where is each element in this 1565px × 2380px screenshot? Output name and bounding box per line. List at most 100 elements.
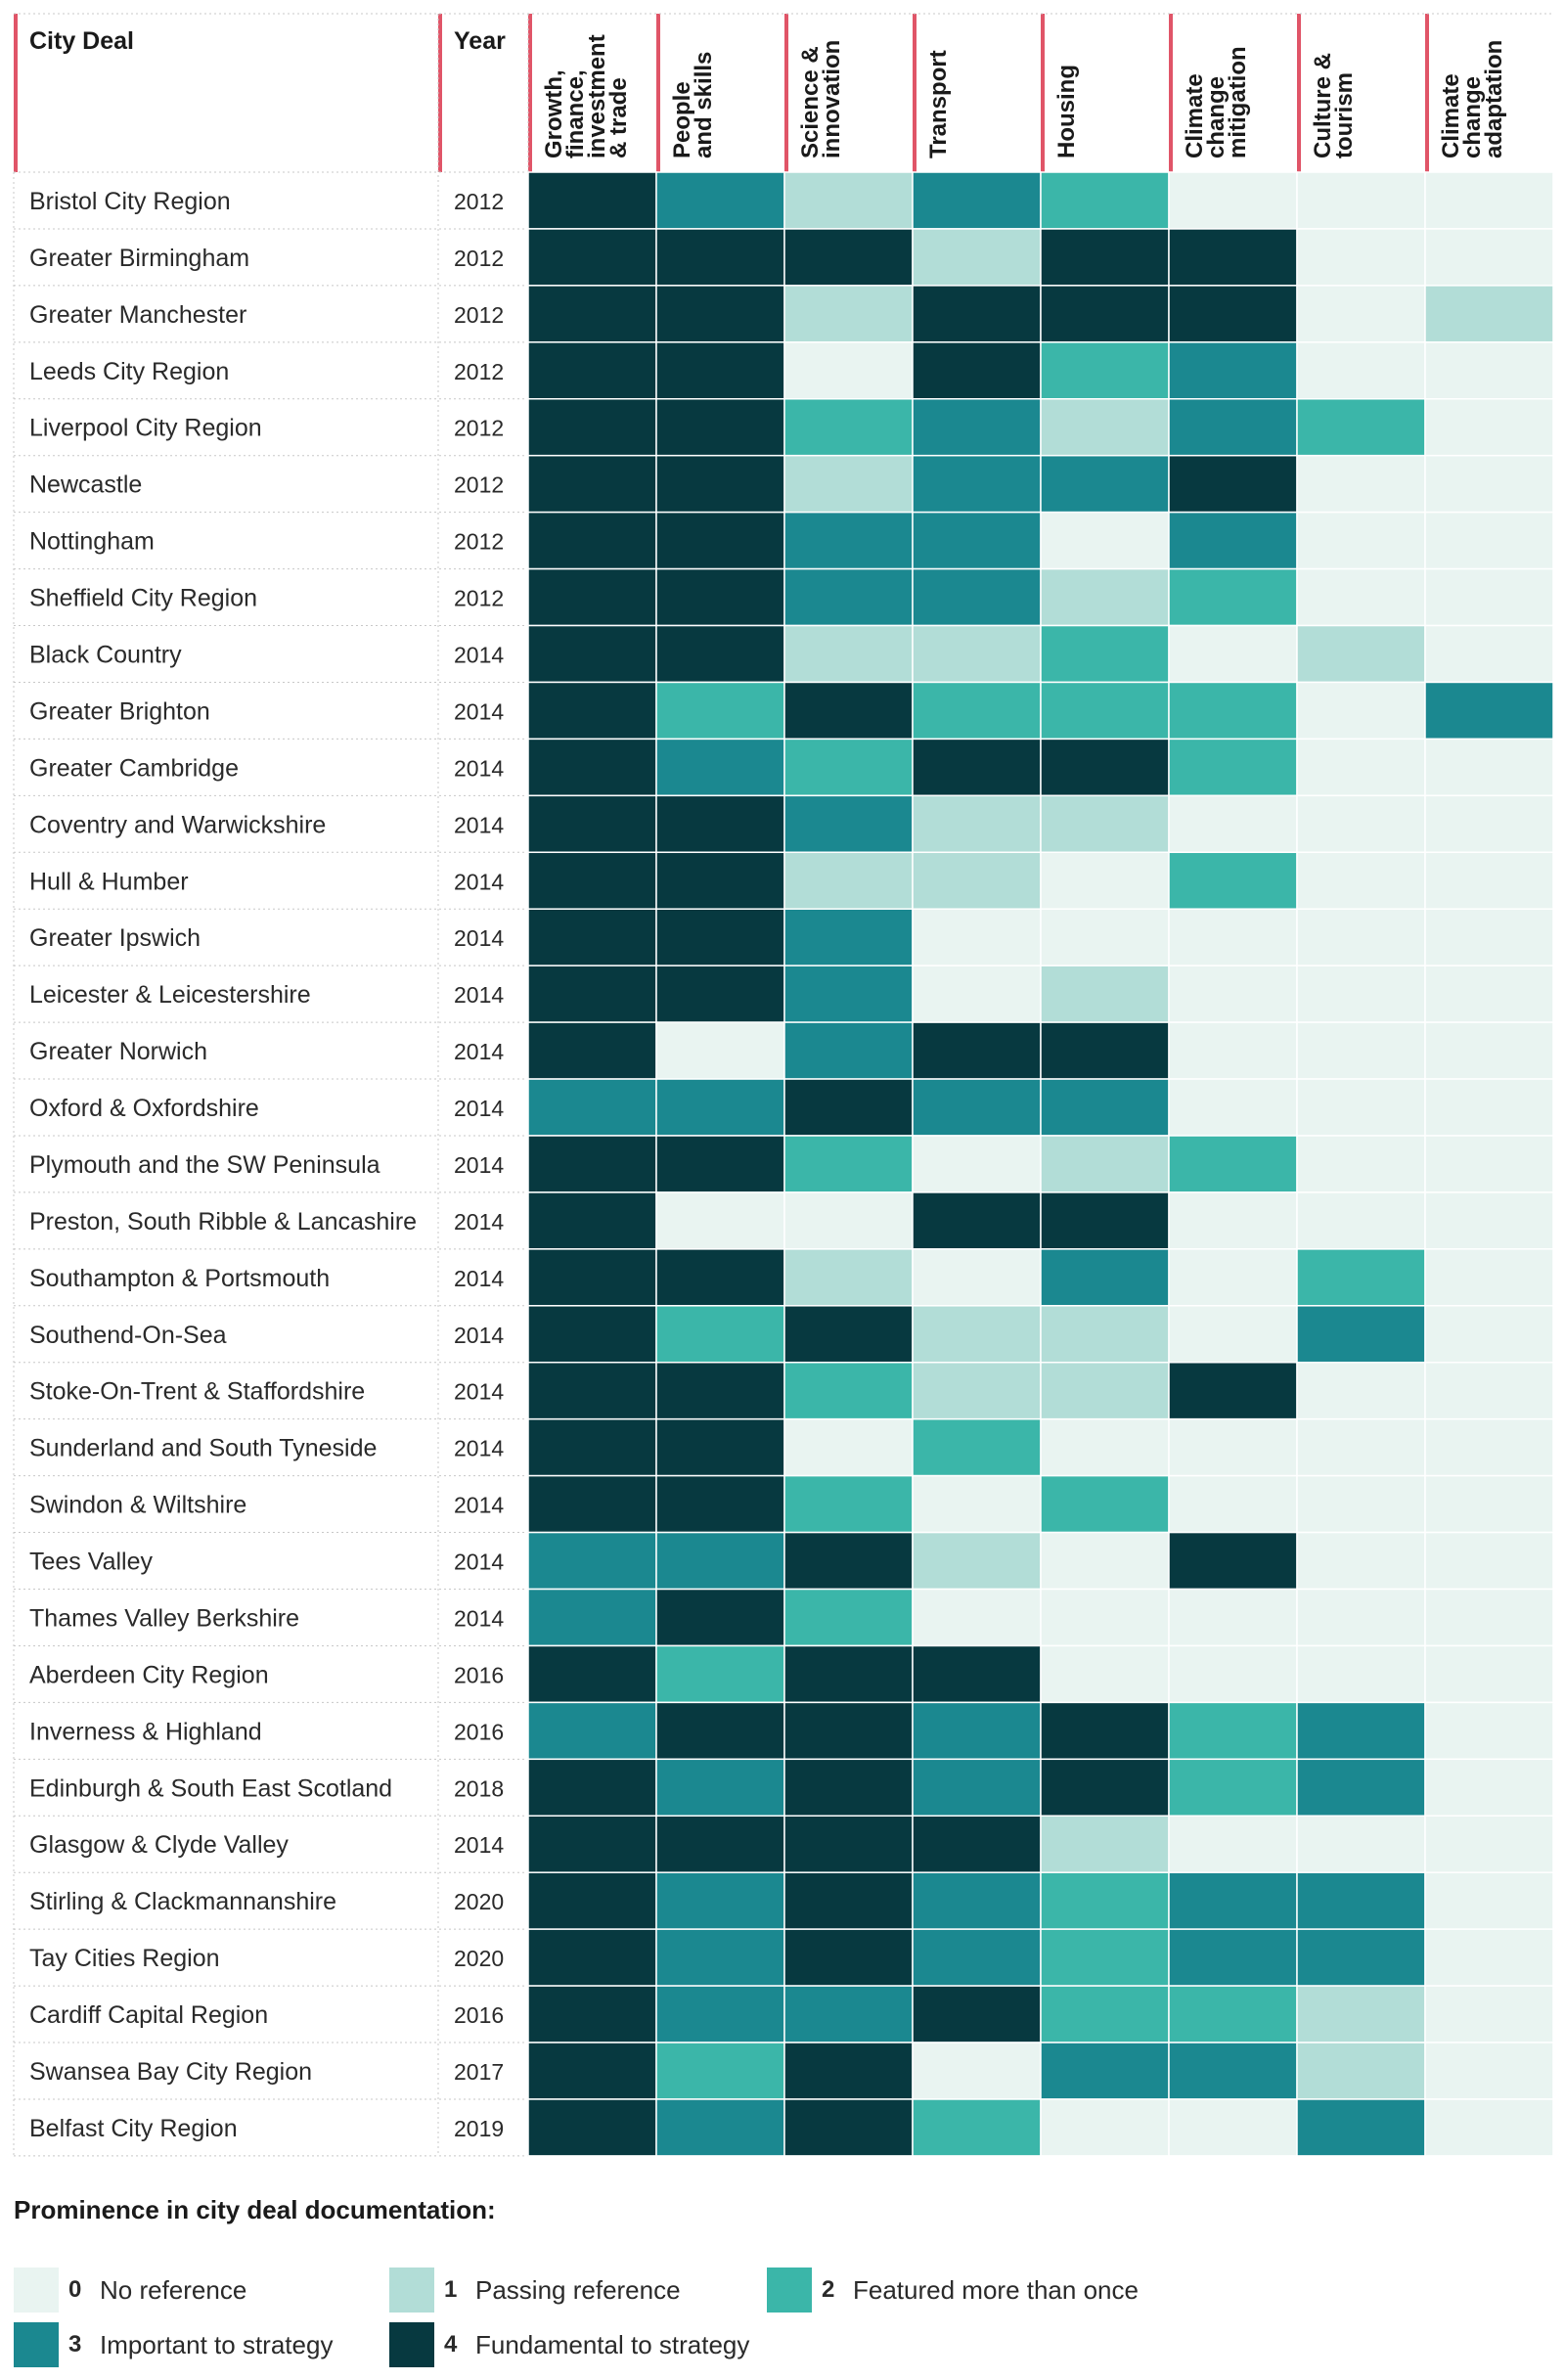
column-header-line: Housing bbox=[1053, 65, 1080, 158]
heatmap-cell-cardiff-capital-region-2 bbox=[783, 1985, 914, 2043]
row-year-greater-ipswich: 2014 bbox=[454, 925, 504, 951]
heatmap-cell-belfast-city-region-4 bbox=[1040, 2098, 1170, 2157]
heatmap-cell-preston-south-ribble-lancashire-4 bbox=[1040, 1191, 1170, 1250]
heatmap-cell-southend-on-sea-4 bbox=[1040, 1305, 1170, 1364]
row-label-bristol-city-region: Bristol City Region bbox=[29, 188, 231, 215]
heatmap-cell-southampton-portsmouth-6 bbox=[1296, 1248, 1426, 1307]
heatmap-cell-stirling-clackmannanshire-4 bbox=[1040, 1871, 1170, 1930]
legend-level-4: 4 bbox=[444, 2331, 458, 2358]
legend-item-fundamental-to-strategy: 4 Fundamental to strategy bbox=[389, 2322, 749, 2367]
heatmap-cell-tees-valley-3 bbox=[912, 1531, 1042, 1591]
row-year-edinburgh-south-east-scotland: 2018 bbox=[454, 1775, 504, 1801]
heatmap-cell-bristol-city-region-4 bbox=[1040, 171, 1170, 230]
row-year-stirling-clackmannanshire: 2020 bbox=[454, 1889, 504, 1914]
row-label-swindon-wiltshire: Swindon & Wiltshire bbox=[29, 1492, 246, 1519]
heatmap-cell-greater-manchester-2 bbox=[783, 285, 914, 343]
row-year-liverpool-city-region: 2012 bbox=[454, 416, 504, 441]
heatmap-cell-coventry-and-warwickshire-4 bbox=[1040, 794, 1170, 854]
heatmap-cell-oxford-oxfordshire-1 bbox=[655, 1078, 785, 1137]
heatmap-cell-aberdeen-city-region-2 bbox=[783, 1644, 914, 1704]
heatmap-cell-nottingham-7 bbox=[1424, 511, 1554, 570]
row-year-tay-cities-region: 2020 bbox=[454, 1946, 504, 1971]
heatmap-cell-sheffield-city-region-2 bbox=[783, 567, 914, 627]
row-label-thames-valley-berkshire: Thames Valley Berkshire bbox=[29, 1604, 299, 1632]
heatmap-cell-swindon-wiltshire-7 bbox=[1424, 1474, 1554, 1534]
heatmap-cell-nottingham-0 bbox=[527, 511, 657, 570]
heatmap-cell-sheffield-city-region-3 bbox=[912, 567, 1042, 627]
row-label-leicester-leicestershire: Leicester & Leicestershire bbox=[29, 981, 311, 1009]
heatmap-cell-plymouth-and-the-sw-peninsula-3 bbox=[912, 1135, 1042, 1193]
heatmap-cell-edinburgh-south-east-scotland-7 bbox=[1424, 1758, 1554, 1818]
heatmap-cell-stoke-on-trent-staffordshire-7 bbox=[1424, 1361, 1554, 1420]
heatmap-cell-sheffield-city-region-5 bbox=[1168, 567, 1298, 627]
heatmap-cell-nottingham-4 bbox=[1040, 511, 1170, 570]
legend-level-3: 3 bbox=[68, 2331, 82, 2358]
heatmap-cell-coventry-and-warwickshire-7 bbox=[1424, 794, 1554, 854]
column-header-transport: Transport bbox=[925, 50, 952, 158]
column-header-line: Climate bbox=[1182, 73, 1208, 158]
legend-swatch-2 bbox=[767, 2268, 812, 2313]
heatmap-cell-swansea-bay-city-region-2 bbox=[783, 2042, 914, 2100]
heatmap-cell-cardiff-capital-region-1 bbox=[655, 1985, 785, 2043]
heatmap-cell-greater-birmingham-2 bbox=[783, 228, 914, 287]
column-header-line: investment bbox=[584, 34, 610, 158]
legend-item-no-reference: 0 No reference bbox=[14, 2268, 246, 2313]
heatmap-cell-black-country-4 bbox=[1040, 624, 1170, 684]
heatmap-cell-greater-brighton-5 bbox=[1168, 681, 1298, 741]
heatmap-cell-newcastle-2 bbox=[783, 454, 914, 514]
column-header-science-innovation: Science &innovation bbox=[797, 40, 845, 158]
heatmap-cell-thames-valley-berkshire-1 bbox=[655, 1588, 785, 1647]
legend-label-2: Featured more than once bbox=[853, 2274, 1139, 2305]
heatmap-cell-greater-cambridge-4 bbox=[1040, 738, 1170, 797]
column-header-line: and skills bbox=[691, 52, 717, 158]
heatmap-cell-southend-on-sea-5 bbox=[1168, 1305, 1298, 1364]
heatmap-cell-tees-valley-0 bbox=[527, 1531, 657, 1591]
heatmap-cell-aberdeen-city-region-1 bbox=[655, 1644, 785, 1704]
heatmap-cell-tay-cities-region-7 bbox=[1424, 1928, 1554, 1987]
heatmap-cell-leeds-city-region-5 bbox=[1168, 341, 1298, 400]
row-label-greater-brighton: Greater Brighton bbox=[29, 697, 210, 725]
heatmap-cell-leeds-city-region-6 bbox=[1296, 341, 1426, 400]
row-year-tees-valley: 2014 bbox=[454, 1549, 504, 1575]
heatmap-cell-tay-cities-region-0 bbox=[527, 1928, 657, 1987]
heatmap-cell-oxford-oxfordshire-5 bbox=[1168, 1078, 1298, 1137]
heatmap-cell-bristol-city-region-5 bbox=[1168, 171, 1298, 230]
heatmap-cell-liverpool-city-region-1 bbox=[655, 398, 785, 457]
heatmap-cell-preston-south-ribble-lancashire-1 bbox=[655, 1191, 785, 1250]
heatmap-cell-preston-south-ribble-lancashire-7 bbox=[1424, 1191, 1554, 1250]
heatmap-cell-southampton-portsmouth-2 bbox=[783, 1248, 914, 1307]
row-label-inverness-highland: Inverness & Highland bbox=[29, 1718, 262, 1745]
heatmap-cell-greater-manchester-3 bbox=[912, 285, 1042, 343]
heatmap-cell-edinburgh-south-east-scotland-4 bbox=[1040, 1758, 1170, 1818]
row-year-southampton-portsmouth: 2014 bbox=[454, 1266, 504, 1291]
row-year-greater-manchester: 2012 bbox=[454, 302, 504, 328]
row-label-greater-cambridge: Greater Cambridge bbox=[29, 754, 239, 782]
heatmap-cell-stoke-on-trent-staffordshire-2 bbox=[783, 1361, 914, 1420]
legend-item-featured-more-than-once: 2 Featured more than once bbox=[767, 2268, 1139, 2313]
heatmap-cell-greater-norwich-3 bbox=[912, 1021, 1042, 1080]
row-label-greater-ipswich: Greater Ipswich bbox=[29, 924, 201, 952]
row-year-southend-on-sea: 2014 bbox=[454, 1323, 504, 1348]
heatmap-cell-sheffield-city-region-4 bbox=[1040, 567, 1170, 627]
heatmap-cell-greater-ipswich-2 bbox=[783, 908, 914, 966]
column-header-line: tourism bbox=[1331, 72, 1358, 158]
row-year-leicester-leicestershire: 2014 bbox=[454, 982, 504, 1008]
heatmap-cell-belfast-city-region-5 bbox=[1168, 2098, 1298, 2157]
heatmap-cell-greater-cambridge-6 bbox=[1296, 738, 1426, 797]
row-year-bristol-city-region: 2012 bbox=[454, 189, 504, 214]
header-accent-bar-4 bbox=[784, 14, 788, 172]
row-year-leeds-city-region: 2012 bbox=[454, 359, 504, 384]
heatmap-cell-edinburgh-south-east-scotland-6 bbox=[1296, 1758, 1426, 1818]
heatmap-cell-thames-valley-berkshire-0 bbox=[527, 1588, 657, 1647]
heatmap-cell-leicester-leicestershire-7 bbox=[1424, 965, 1554, 1023]
heatmap-cell-tees-valley-1 bbox=[655, 1531, 785, 1591]
heatmap-cell-leicester-leicestershire-1 bbox=[655, 965, 785, 1023]
heatmap-cell-hull-humber-4 bbox=[1040, 851, 1170, 910]
header-accent-bar-5 bbox=[913, 14, 917, 172]
heatmap-cell-edinburgh-south-east-scotland-5 bbox=[1168, 1758, 1298, 1818]
heatmap-cell-newcastle-3 bbox=[912, 454, 1042, 514]
column-header-line: Science & bbox=[797, 46, 824, 158]
heatmap-cell-stoke-on-trent-staffordshire-3 bbox=[912, 1361, 1042, 1420]
heatmap-cell-stoke-on-trent-staffordshire-0 bbox=[527, 1361, 657, 1420]
heatmap-cell-sunderland-and-south-tyneside-7 bbox=[1424, 1417, 1554, 1477]
